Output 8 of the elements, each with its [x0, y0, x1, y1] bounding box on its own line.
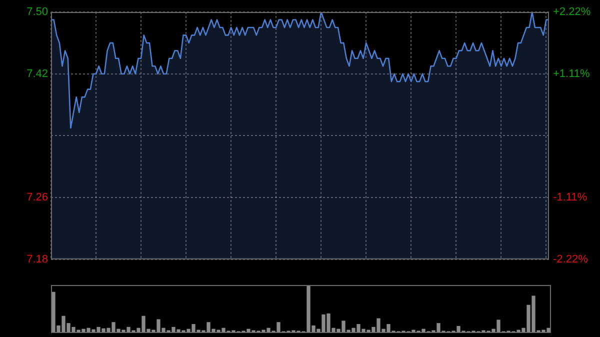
y2-tick-label: -1.11% [553, 192, 588, 204]
y2-tick-label: +2.22% [553, 6, 591, 18]
y-tick-label: 7.42 [26, 68, 48, 80]
y-tick-label: 7.18 [26, 253, 48, 266]
y-tick-label: 7.50 [26, 6, 48, 18]
y2-tick-label: +1.11% [553, 68, 590, 80]
y2-tick-label: -2.22% [553, 253, 588, 266]
y-tick-label: 7.26 [26, 192, 48, 204]
